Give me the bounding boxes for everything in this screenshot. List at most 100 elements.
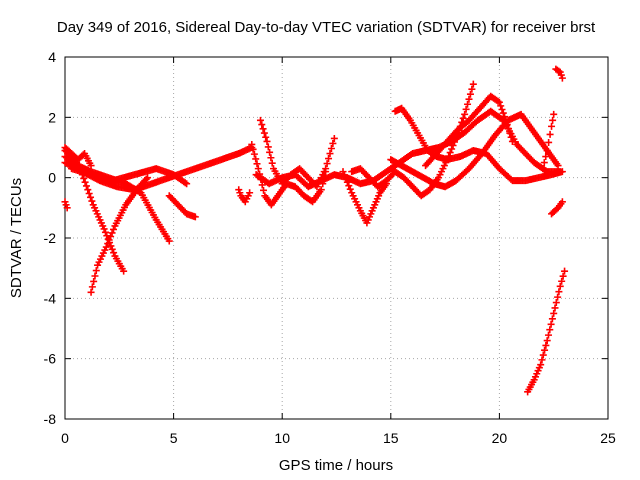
data-point-plus-marker — [461, 110, 469, 118]
series-track-13 — [348, 80, 477, 200]
data-point-plus-marker — [87, 288, 95, 296]
data-point-plus-marker — [499, 109, 507, 117]
data-point-plus-marker — [538, 356, 546, 364]
series-track-7 — [61, 198, 71, 212]
x-tick-label: 20 — [492, 430, 508, 446]
data-point-plus-marker — [548, 122, 556, 130]
data-point-plus-marker — [81, 178, 89, 186]
data-point-plus-marker — [102, 243, 110, 251]
y-axis-label: SDTVAR / TECUs — [8, 178, 25, 298]
data-point-plus-marker — [108, 229, 116, 237]
data-point-plus-marker — [539, 165, 547, 173]
data-point-plus-marker — [88, 197, 96, 205]
data-point-plus-marker — [543, 147, 551, 155]
plot-area-frame — [64, 56, 609, 420]
data-point-plus-marker — [323, 160, 331, 168]
y-tick-label: 2 — [48, 109, 56, 125]
data-point-plus-marker — [546, 326, 554, 334]
series-track-16 — [422, 92, 516, 170]
series-track-5 — [68, 165, 191, 188]
data-point-plus-marker — [468, 85, 476, 93]
data-point-plus-marker — [551, 304, 559, 312]
data-point-plus-marker — [266, 148, 274, 156]
data-point-plus-marker — [142, 175, 150, 183]
data-point-plus-marker — [469, 80, 477, 88]
data-point-plus-marker — [505, 125, 513, 133]
data-point-plus-marker — [550, 110, 558, 118]
data-point-plus-marker — [330, 134, 338, 142]
data-point-plus-marker — [120, 267, 128, 275]
data-point-plus-marker — [254, 165, 262, 173]
x-tick-label: 10 — [274, 430, 290, 446]
data-point-plus-marker — [559, 272, 567, 280]
data-point-plus-marker — [63, 204, 71, 212]
data-point-plus-marker — [542, 153, 550, 161]
data-point-plus-marker — [108, 245, 116, 253]
y-tick-label: -6 — [44, 351, 57, 367]
data-point-plus-marker — [495, 98, 503, 106]
data-point-plus-marker — [449, 141, 457, 149]
data-point-plus-marker — [451, 138, 459, 146]
series-track-6 — [165, 192, 199, 221]
data-point-plus-marker — [144, 174, 152, 182]
series-track-21 — [61, 144, 95, 170]
data-point-plus-marker — [252, 155, 260, 163]
data-point-plus-marker — [329, 139, 337, 147]
data-point-plus-marker — [464, 100, 472, 108]
data-point-plus-marker — [537, 361, 545, 369]
data-point-plus-marker — [459, 114, 467, 122]
data-point-plus-marker — [340, 171, 348, 179]
data-point-plus-marker — [80, 174, 88, 182]
y-tick-label: -2 — [44, 230, 57, 246]
data-point-plus-marker — [345, 182, 353, 190]
data-point-plus-marker — [165, 237, 173, 245]
data-point-plus-marker — [550, 309, 558, 317]
data-point-plus-marker — [322, 165, 330, 173]
data-point-plus-marker — [558, 74, 566, 82]
data-point-plus-marker — [339, 168, 347, 176]
data-point-plus-marker — [544, 331, 552, 339]
data-point-plus-marker — [542, 341, 550, 349]
data-point-plus-marker — [87, 162, 95, 170]
series-track-20 — [539, 110, 558, 173]
data-series — [61, 65, 569, 396]
data-point-plus-marker — [259, 125, 267, 133]
data-point-plus-marker — [498, 105, 506, 113]
data-point-plus-marker — [253, 160, 261, 168]
x-tick-label: 25 — [600, 430, 616, 446]
y-tick-label: -4 — [44, 290, 57, 306]
data-point-plus-marker — [549, 116, 557, 124]
data-point-plus-marker — [555, 288, 563, 296]
series-track-2 — [87, 174, 152, 296]
data-point-plus-marker — [84, 186, 92, 194]
data-point-plus-marker — [539, 351, 547, 359]
data-point-plus-marker — [249, 145, 257, 153]
data-point-plus-marker — [85, 190, 93, 198]
data-point-plus-marker — [326, 150, 334, 158]
data-point-plus-marker — [558, 277, 566, 285]
data-point-plus-marker — [267, 154, 275, 162]
data-point-plus-marker — [558, 168, 566, 176]
data-point-plus-marker — [540, 159, 548, 167]
data-point-plus-marker — [462, 105, 470, 113]
data-point-plus-marker — [88, 283, 96, 291]
data-point-plus-marker — [554, 162, 562, 170]
chart-title: Day 349 of 2016, Sidereal Day-to-day VTE… — [57, 19, 596, 36]
x-tick-label: 5 — [170, 430, 178, 446]
y-tick-label: 4 — [48, 49, 56, 65]
data-point-plus-marker — [92, 267, 100, 275]
data-point-plus-marker — [508, 137, 516, 145]
x-tick-labels: 0 5 10 15 20 25 — [61, 430, 616, 446]
data-point-plus-marker — [465, 95, 473, 103]
data-point-plus-marker — [90, 277, 98, 285]
y-tick-label: 0 — [48, 170, 56, 186]
data-point-plus-marker — [181, 179, 189, 187]
data-point-plus-marker — [494, 97, 502, 105]
series-track-8 — [235, 186, 254, 206]
x-tick-label: 0 — [61, 430, 69, 446]
axis-ticks — [64, 56, 609, 420]
data-point-plus-marker — [346, 185, 354, 193]
data-point-plus-marker — [104, 240, 112, 248]
data-point-plus-marker — [497, 102, 505, 110]
